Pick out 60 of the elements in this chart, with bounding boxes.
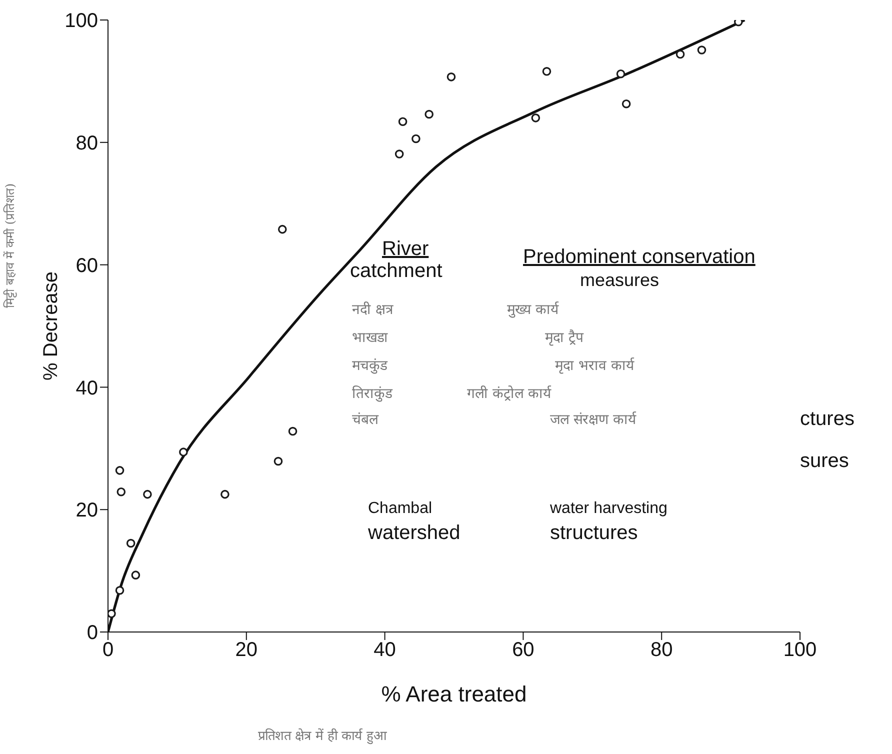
- point: [622, 99, 631, 108]
- point: [115, 586, 124, 595]
- annotation: watershed: [368, 522, 460, 545]
- point: [115, 466, 124, 475]
- annotation: measures: [580, 270, 660, 291]
- y-tick-label: 20: [76, 500, 98, 522]
- x-tick-label: 80: [650, 639, 673, 662]
- annotation: भाखडा: [352, 330, 388, 346]
- annotation: structures: [550, 522, 638, 545]
- point: [424, 110, 434, 119]
- y-tick-label: 60: [76, 254, 98, 277]
- x-tick-label: 20: [235, 639, 258, 662]
- point: [616, 69, 626, 78]
- annotation: जल संरक्षण कार्य: [550, 412, 636, 428]
- y-tick-label: 40: [76, 377, 98, 400]
- point: [542, 67, 552, 76]
- point: [412, 134, 420, 144]
- annotation: तिराकुंड: [352, 386, 392, 402]
- annotation: water harvesting: [550, 500, 668, 518]
- point: [531, 114, 540, 122]
- x-axis-title: % Area treated: [381, 682, 527, 707]
- annotation: मुख्य कार्य: [507, 302, 558, 318]
- point: [143, 490, 152, 499]
- annotation: Predominent conservation: [523, 246, 756, 269]
- x-tick-label: 100: [783, 639, 817, 662]
- annotation: नदी क्षत्र: [352, 302, 394, 318]
- point: [278, 224, 287, 234]
- annotation: sures: [800, 450, 849, 473]
- text: प्रतिशत क्षेत्र में ही कार्य हुआ: [258, 729, 387, 745]
- point: [676, 50, 685, 59]
- point: [116, 487, 126, 496]
- annotation: चंबल: [352, 412, 378, 428]
- point: [108, 609, 116, 618]
- annotation: मृदा ट्रैप: [545, 330, 584, 346]
- point: [126, 538, 136, 548]
- annotation: catchment: [350, 260, 442, 283]
- y-tick-label: 100: [64, 10, 98, 32]
- annotation: Chambal: [368, 500, 432, 518]
- point: [288, 426, 298, 436]
- x-tick-label: 0: [102, 639, 114, 662]
- point: [131, 570, 140, 580]
- annotation: मृदा भराव कार्य: [555, 358, 634, 374]
- point: [394, 150, 404, 158]
- point: [179, 448, 188, 456]
- x-tick-label: 60: [512, 639, 534, 662]
- point: [220, 490, 230, 499]
- y-axis-title: % Decrease: [40, 272, 62, 380]
- y-tick-label: 0: [86, 622, 98, 644]
- point: [734, 20, 743, 26]
- y-tick-label: 80: [76, 132, 98, 154]
- point: [446, 72, 456, 82]
- annotation: गली कंट्रोल कार्य: [467, 386, 551, 402]
- annotation: मचकुंड: [352, 358, 387, 374]
- point: [274, 456, 283, 466]
- annotation: ctures: [800, 408, 854, 431]
- annotation: River: [382, 238, 429, 261]
- text: मिट्टी बहाव में कमी (प्रतिशत): [3, 183, 18, 308]
- point: [398, 117, 408, 126]
- point: [697, 46, 706, 54]
- x-tick-label: 40: [374, 639, 396, 662]
